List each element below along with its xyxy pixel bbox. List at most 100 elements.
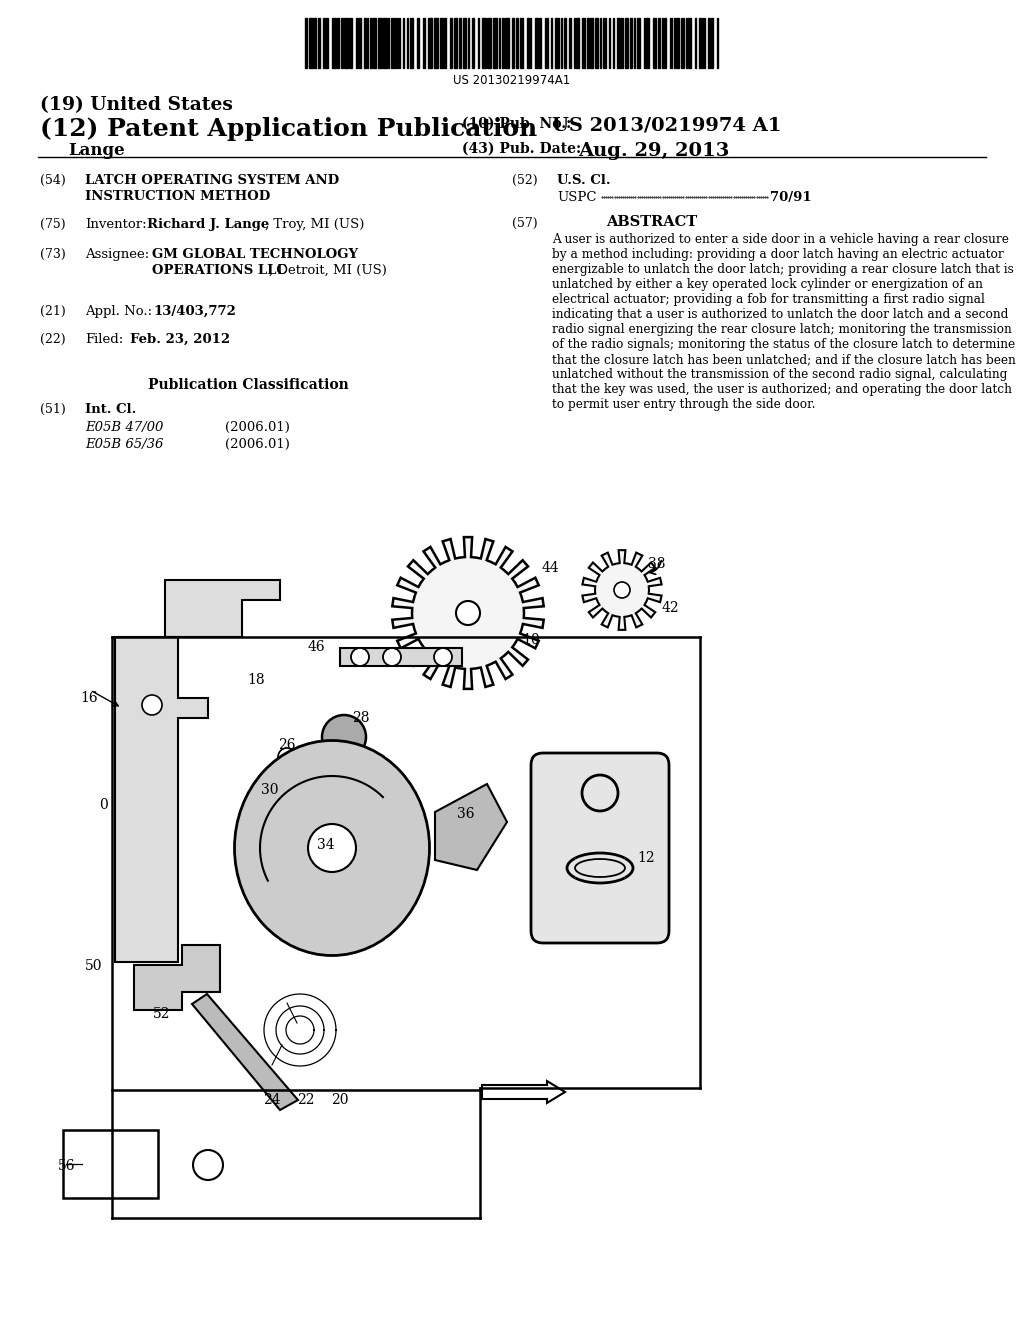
Text: (2006.01): (2006.01) [225, 421, 290, 434]
Bar [708, 18, 710, 69]
Bar [653, 18, 656, 69]
Text: 70/91: 70/91 [770, 191, 812, 205]
Text: GM GLOBAL TECHNOLOGY: GM GLOBAL TECHNOLOGY [152, 248, 358, 261]
Bar [359, 18, 361, 69]
Text: Richard J. Lange: Richard J. Lange [147, 218, 269, 231]
Bar [539, 18, 541, 69]
Text: Appl. No.:: Appl. No.: [85, 305, 153, 318]
Text: (12) Patent Application Publication: (12) Patent Application Publication [40, 117, 538, 141]
Text: 22: 22 [297, 1093, 314, 1107]
Bar [590, 18, 593, 69]
Bar [341, 18, 343, 69]
Bar [472, 18, 474, 69]
Text: (2006.01): (2006.01) [225, 438, 290, 451]
Text: 12: 12 [637, 851, 654, 865]
Bar [582, 18, 585, 69]
Bar [410, 18, 413, 69]
Bar [373, 18, 376, 69]
Text: INSTRUCTION METHOD: INSTRUCTION METHOD [85, 190, 270, 203]
Bar [658, 18, 660, 69]
Text: ABSTRACT: ABSTRACT [606, 215, 697, 228]
Bar [370, 18, 372, 69]
Bar [487, 18, 490, 69]
Text: (73): (73) [40, 248, 66, 261]
Bar [516, 18, 518, 69]
Text: 10: 10 [522, 634, 540, 647]
Text: (19) United States: (19) United States [40, 96, 232, 114]
Polygon shape [193, 994, 298, 1110]
Text: 18: 18 [247, 673, 264, 686]
Circle shape [351, 648, 369, 667]
Text: (54): (54) [40, 174, 66, 187]
Text: E05B 65/36: E05B 65/36 [85, 438, 164, 451]
Bar [670, 18, 672, 69]
Polygon shape [340, 648, 462, 667]
Bar [314, 18, 316, 69]
Bar [344, 18, 348, 69]
Bar [520, 18, 523, 69]
Text: 26: 26 [278, 738, 296, 752]
Text: E05B 47/00: E05B 47/00 [85, 421, 164, 434]
Bar [637, 18, 640, 69]
Text: 0: 0 [99, 799, 109, 812]
Circle shape [434, 648, 452, 667]
Text: LATCH OPERATING SYSTEM AND: LATCH OPERATING SYSTEM AND [85, 174, 339, 187]
Text: (51): (51) [40, 403, 66, 416]
Bar [318, 18, 319, 69]
Bar [595, 18, 598, 69]
Text: 30: 30 [261, 783, 279, 797]
Bar [356, 18, 358, 69]
Bar [664, 18, 666, 69]
Ellipse shape [234, 741, 429, 956]
Bar [309, 18, 313, 69]
Text: 36: 36 [457, 807, 474, 821]
Bar [63, 1130, 158, 1199]
Text: 56: 56 [58, 1159, 76, 1173]
Circle shape [614, 582, 630, 598]
Bar [391, 18, 393, 69]
Text: (21): (21) [40, 305, 66, 318]
Bar [625, 18, 628, 69]
Bar [463, 18, 466, 69]
Text: (10) Pub. No.:: (10) Pub. No.: [462, 117, 571, 131]
Text: Filed:: Filed: [85, 333, 123, 346]
FancyArrow shape [482, 1081, 565, 1104]
Text: USPC: USPC [557, 191, 597, 205]
Bar [646, 18, 649, 69]
Bar [512, 18, 514, 69]
Text: OPERATIONS LLC: OPERATIONS LLC [152, 264, 287, 277]
Circle shape [383, 648, 401, 667]
Circle shape [142, 696, 162, 715]
Text: Publication Classification: Publication Classification [148, 378, 349, 392]
Text: 24: 24 [263, 1093, 281, 1107]
Text: , Troy, MI (US): , Troy, MI (US) [265, 218, 365, 231]
Bar [454, 18, 457, 69]
Bar [502, 18, 504, 69]
Bar [505, 18, 509, 69]
Text: Inventor:: Inventor: [85, 218, 146, 231]
Bar [688, 18, 691, 69]
Text: Aug. 29, 2013: Aug. 29, 2013 [578, 143, 729, 160]
Text: Int. Cl.: Int. Cl. [85, 403, 136, 416]
Bar [527, 18, 529, 69]
Text: 16: 16 [80, 690, 97, 705]
Text: Assignee:: Assignee: [85, 248, 150, 261]
Bar [349, 18, 352, 69]
Bar [378, 18, 382, 69]
Bar [617, 18, 620, 69]
Bar [575, 18, 579, 69]
Text: Feb. 23, 2012: Feb. 23, 2012 [130, 333, 230, 346]
Bar [444, 18, 446, 69]
Text: 42: 42 [662, 601, 680, 615]
Text: (57): (57) [512, 216, 538, 230]
Polygon shape [583, 550, 662, 630]
Polygon shape [165, 579, 280, 638]
Text: U.S. Cl.: U.S. Cl. [557, 174, 610, 187]
Bar [676, 18, 679, 69]
Bar [332, 18, 336, 69]
Ellipse shape [308, 824, 356, 873]
Bar [555, 18, 559, 69]
Bar [434, 18, 438, 69]
Text: (52): (52) [512, 174, 538, 187]
Text: (43) Pub. Date:: (43) Pub. Date: [462, 143, 582, 156]
